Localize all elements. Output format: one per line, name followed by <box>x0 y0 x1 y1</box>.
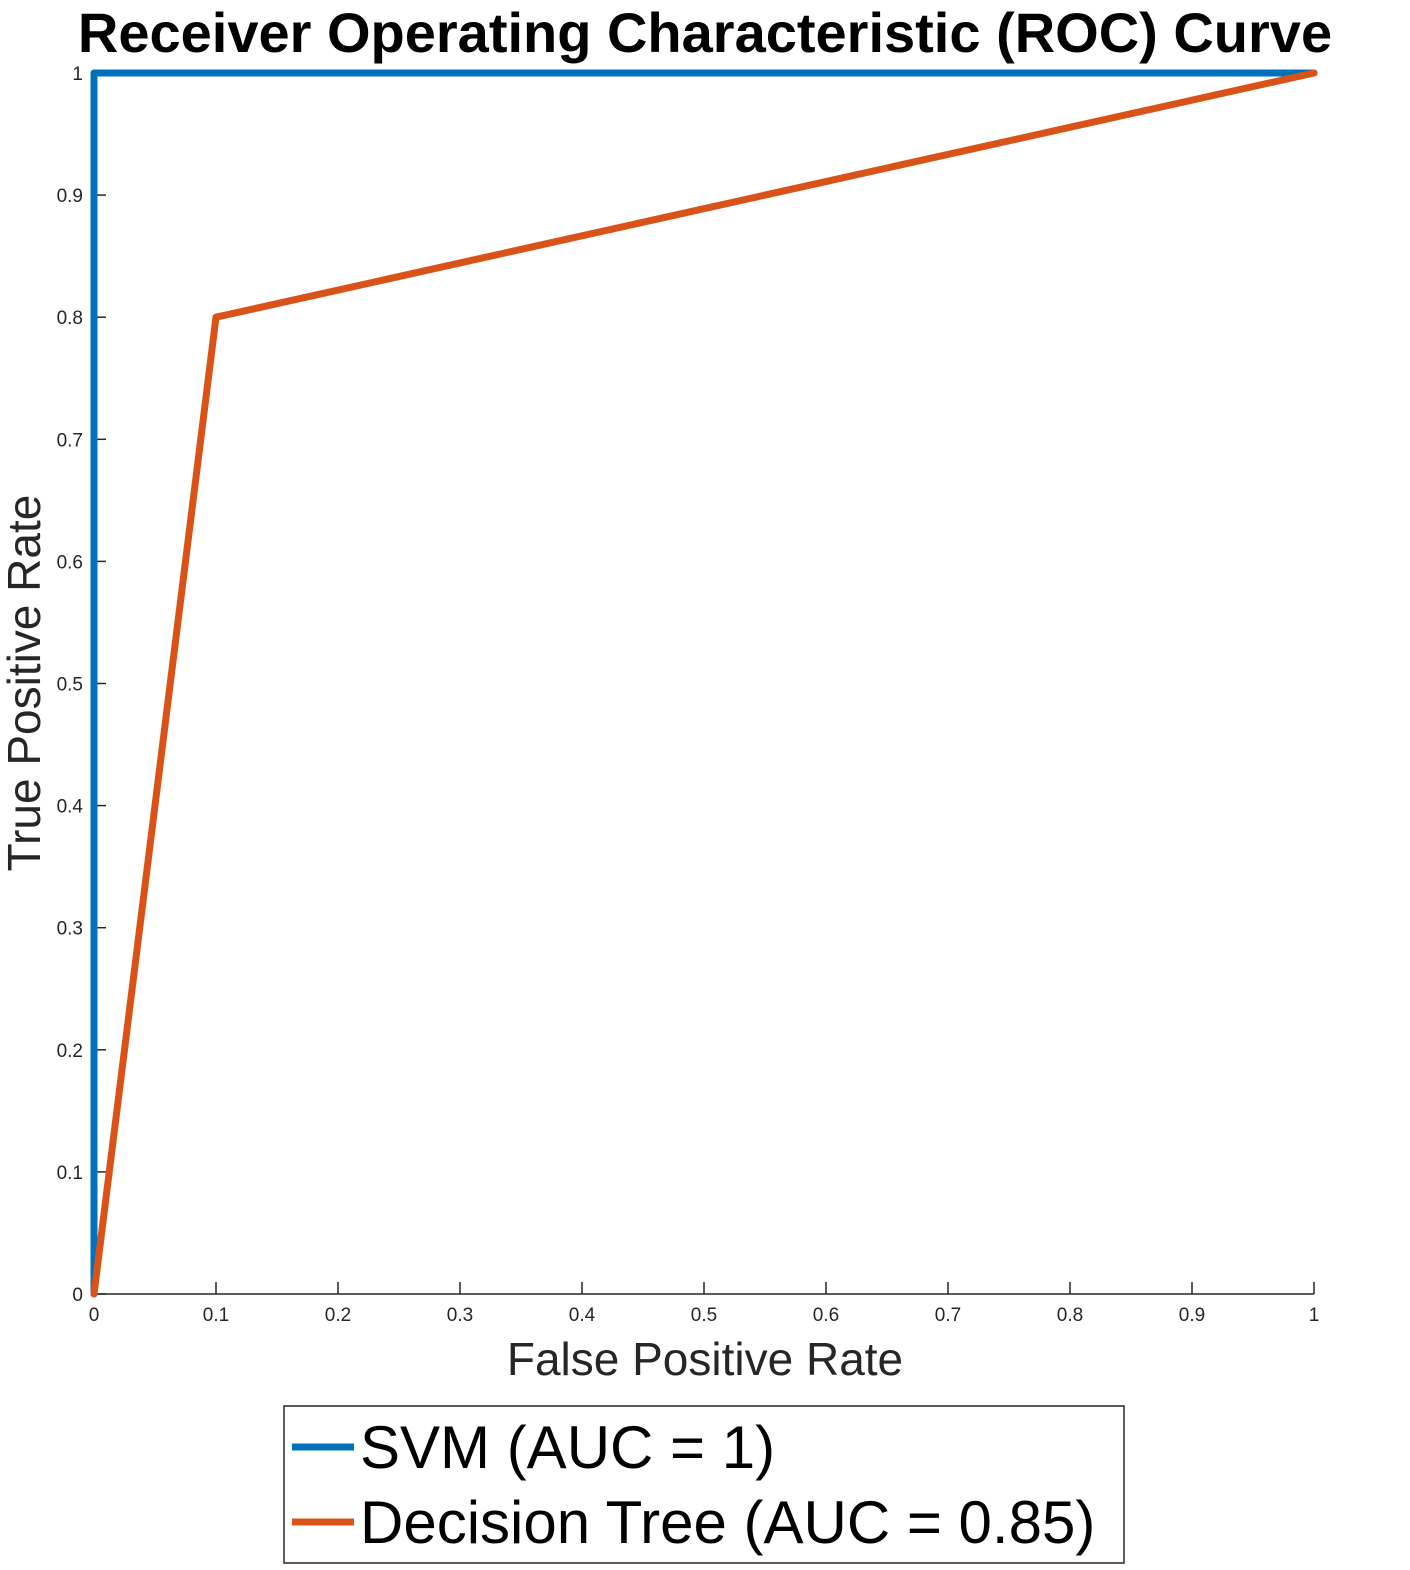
series-line-decision-tree <box>90 69 1318 1298</box>
x-tick-label: 0.8 <box>1057 1305 1083 1326</box>
y-tick-label: 0.7 <box>57 430 83 451</box>
y-tick-label: 0.3 <box>57 919 83 940</box>
y-tick-label: 0.9 <box>57 186 83 207</box>
x-axis-label: False Positive Rate <box>507 1333 903 1385</box>
x-tick-label: 0 <box>89 1305 100 1326</box>
legend: SVM (AUC = 1) Decision Tree (AUC = 0.85) <box>283 1405 1125 1564</box>
y-tick-label: 1 <box>72 64 83 85</box>
series-lines <box>90 69 1318 1298</box>
x-tick-label: 0.6 <box>813 1305 839 1326</box>
series-line-svm <box>90 69 1318 1298</box>
legend-label-svm: SVM (AUC = 1) <box>360 1414 775 1481</box>
x-tick-label: 0.9 <box>1179 1305 1205 1326</box>
x-tick-label: 0.1 <box>203 1305 229 1326</box>
x-tick-label: 0.2 <box>325 1305 351 1326</box>
x-tick-label: 0.5 <box>691 1305 717 1326</box>
y-tick-label: 0.2 <box>57 1041 83 1062</box>
y-tick-label: 0.1 <box>57 1163 83 1184</box>
x-tick-label: 1 <box>1309 1305 1320 1326</box>
y-tick-label: 0 <box>72 1285 83 1306</box>
chart-title: Receiver Operating Characteristic (ROC) … <box>78 1 1332 64</box>
x-tick-label: 0.3 <box>447 1305 473 1326</box>
y-tick-label: 0.8 <box>57 308 83 329</box>
x-ticks: 0 0.1 0.2 0.3 0.4 0.5 0.6 0.7 0.8 0.9 1 <box>89 1282 1320 1326</box>
x-tick-label: 0.4 <box>569 1305 596 1326</box>
y-axis-label: True Positive Rate <box>0 495 50 872</box>
y-tick-label: 0.5 <box>57 675 83 696</box>
y-tick-label: 0.4 <box>57 797 84 818</box>
y-tick-label: 0.6 <box>57 552 83 573</box>
y-ticks: 0 0.1 0.2 0.3 0.4 0.5 0.6 0.7 0.8 0.9 1 <box>57 64 106 1306</box>
x-tick-label: 0.7 <box>935 1305 961 1326</box>
plot-area <box>93 73 1314 1295</box>
legend-label-decision-tree: Decision Tree (AUC = 0.85) <box>360 1489 1095 1556</box>
legend-box <box>283 1405 1125 1564</box>
